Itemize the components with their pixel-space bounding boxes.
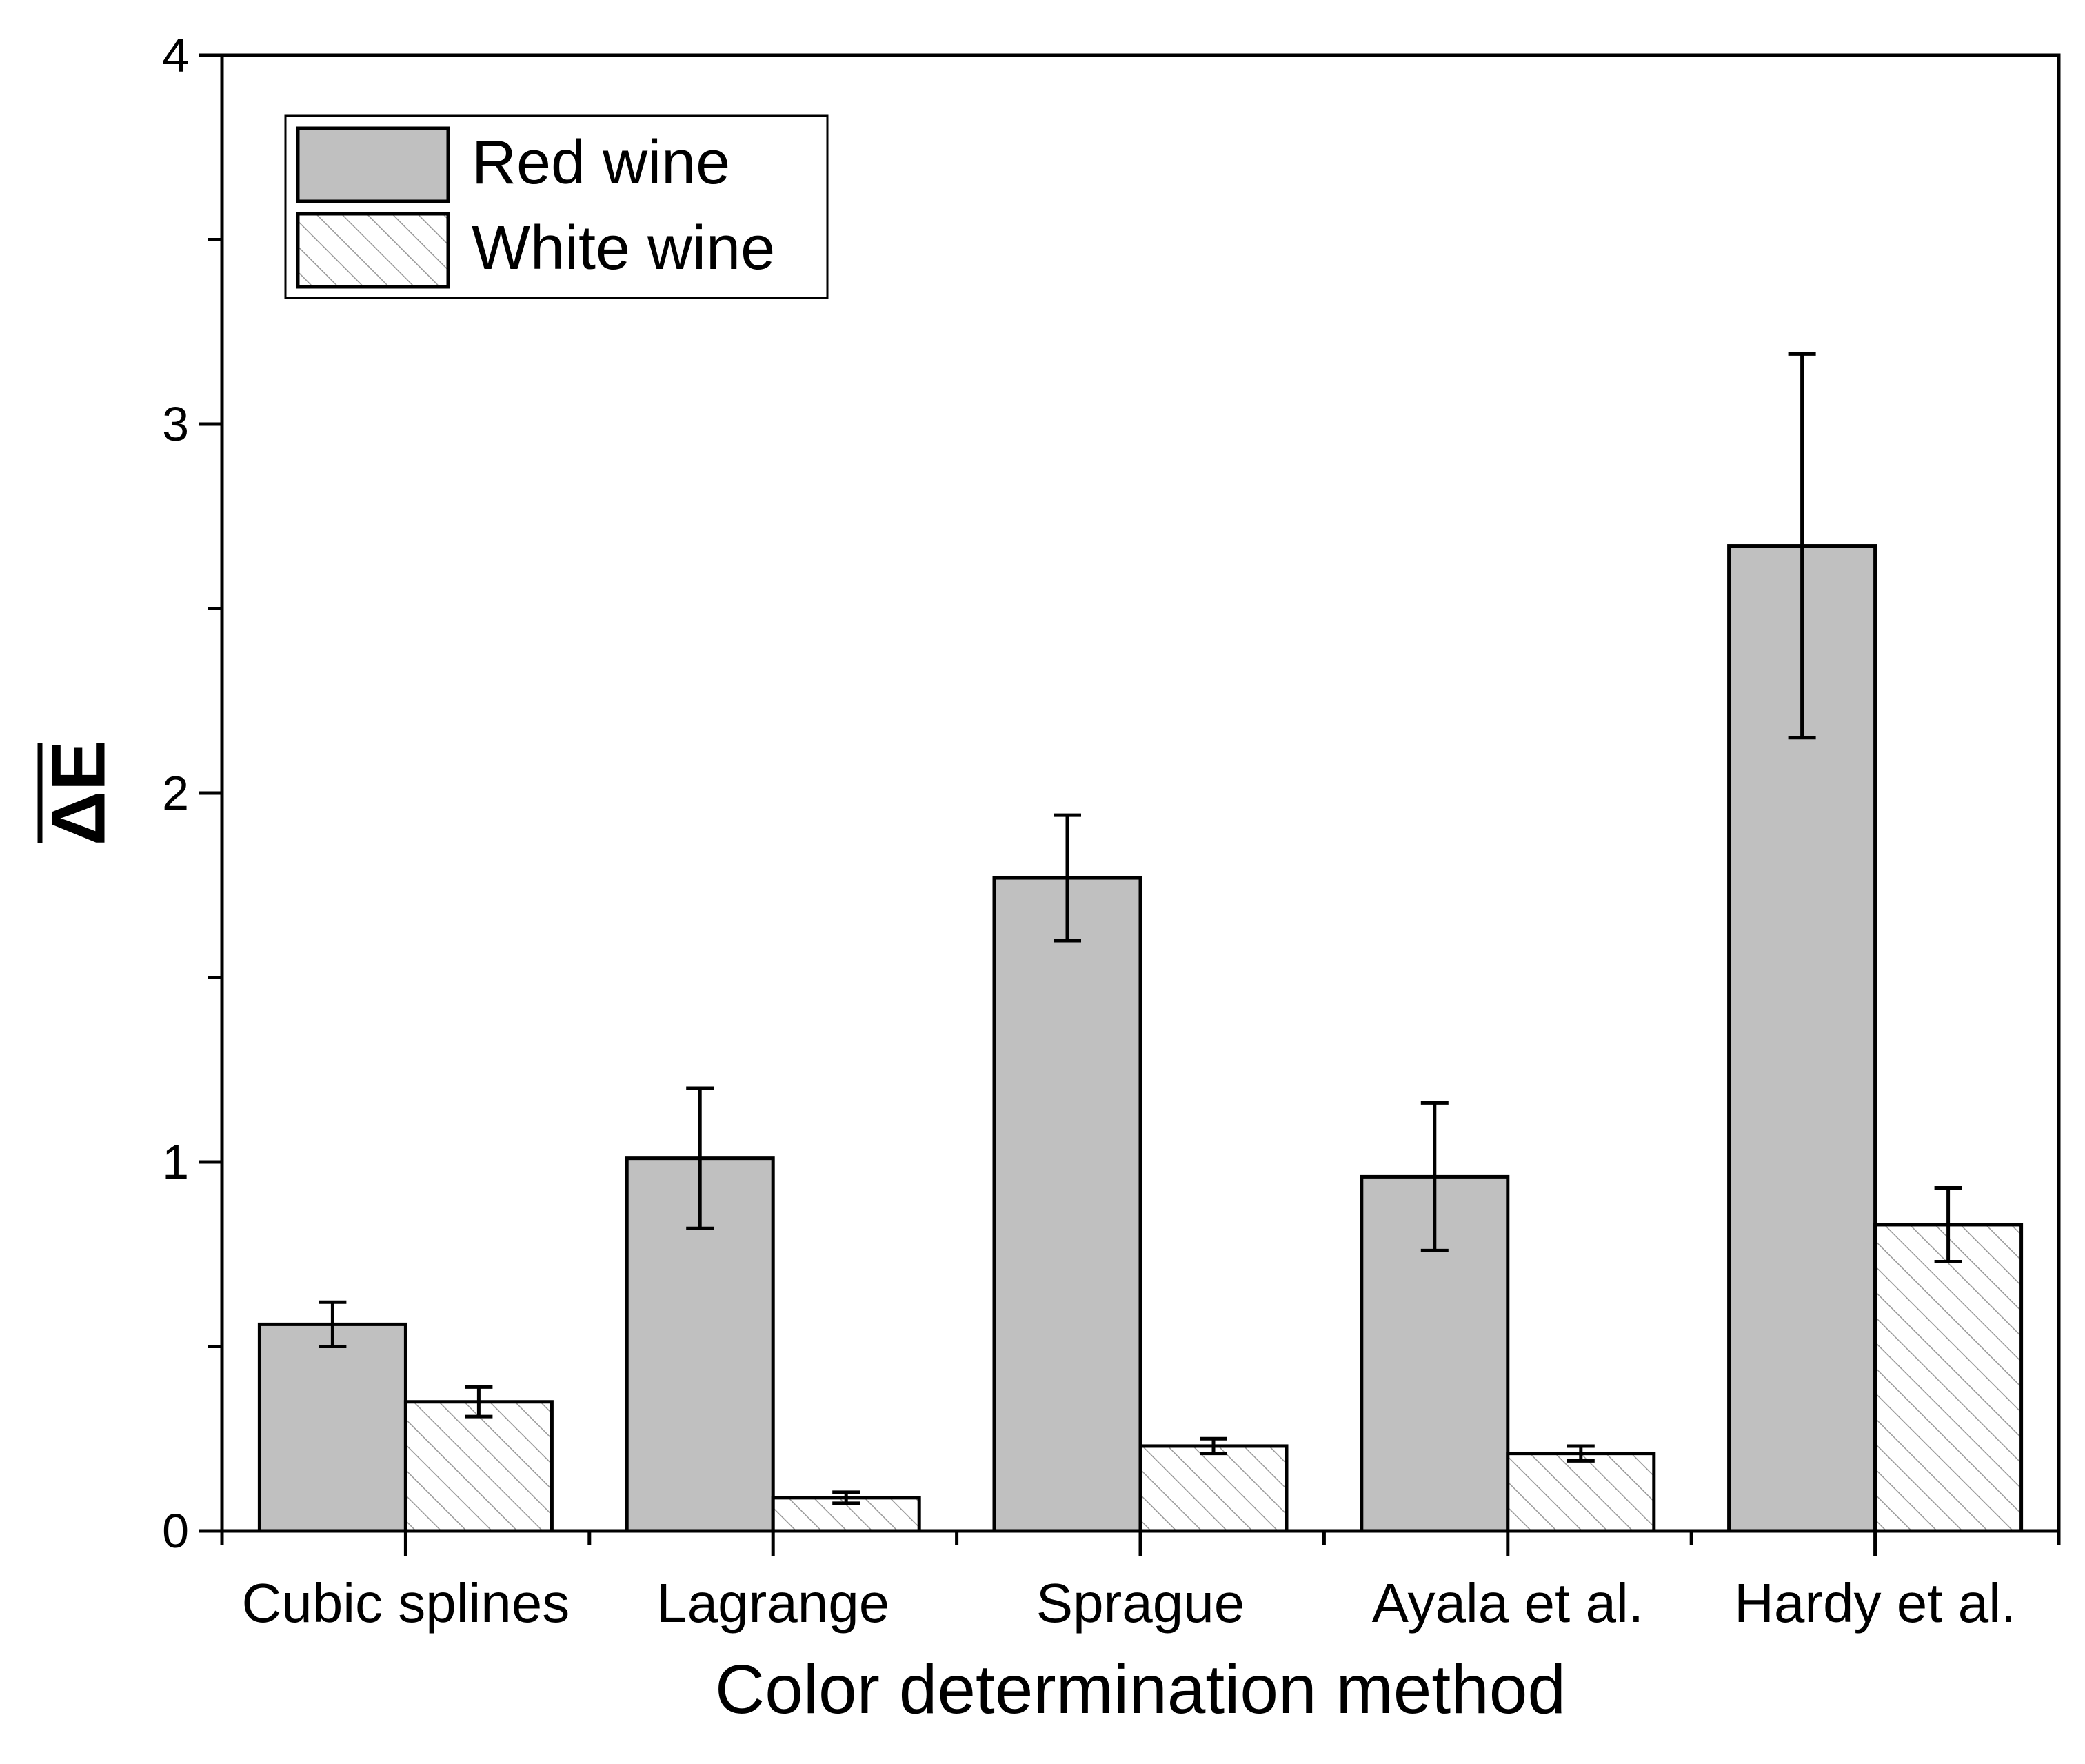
x-tick-label: Sprague bbox=[1036, 1572, 1245, 1634]
x-tick-label: Ayala et al. bbox=[1372, 1572, 1644, 1634]
bar-white-wine-2 bbox=[1138, 1444, 1289, 1533]
bar-white-wine-0 bbox=[403, 1400, 554, 1533]
bar-red-wine-0 bbox=[257, 1322, 407, 1533]
y-axis-label: ΔE bbox=[37, 741, 121, 845]
legend-label-white-wine: White wine bbox=[472, 214, 775, 283]
y-tick-label: 4 bbox=[162, 28, 189, 82]
bar-red-wine-2 bbox=[992, 876, 1142, 1533]
legend: Red wine White wine bbox=[284, 114, 829, 299]
legend-label-red-wine: Red wine bbox=[472, 128, 730, 197]
error-bars-layer bbox=[319, 352, 1962, 1505]
bar-white-wine-4 bbox=[1873, 1223, 2024, 1533]
legend-swatch-white-wine bbox=[296, 212, 450, 289]
x-axis-label: Color determination method bbox=[715, 1651, 1566, 1728]
y-tick-label: 0 bbox=[162, 1504, 189, 1558]
bar-white-wine-3 bbox=[1506, 1452, 1656, 1533]
y-tick-label: 2 bbox=[162, 766, 189, 820]
y-tick-label: 3 bbox=[162, 397, 189, 451]
y-tick-label: 1 bbox=[162, 1135, 189, 1189]
x-tick-label: Hardy et al. bbox=[1734, 1572, 2016, 1634]
bars-layer bbox=[257, 544, 2024, 1533]
x-tick-label: Cubic splines bbox=[242, 1572, 570, 1634]
axes-layer bbox=[199, 53, 2061, 1556]
legend-swatch-red-wine bbox=[296, 126, 450, 203]
labels-layer: 0 1 2 3 4 Cubic splines Lagrange Sprague Ayala e… bbox=[37, 28, 2017, 1728]
x-tick-label: Lagrange bbox=[656, 1572, 889, 1634]
